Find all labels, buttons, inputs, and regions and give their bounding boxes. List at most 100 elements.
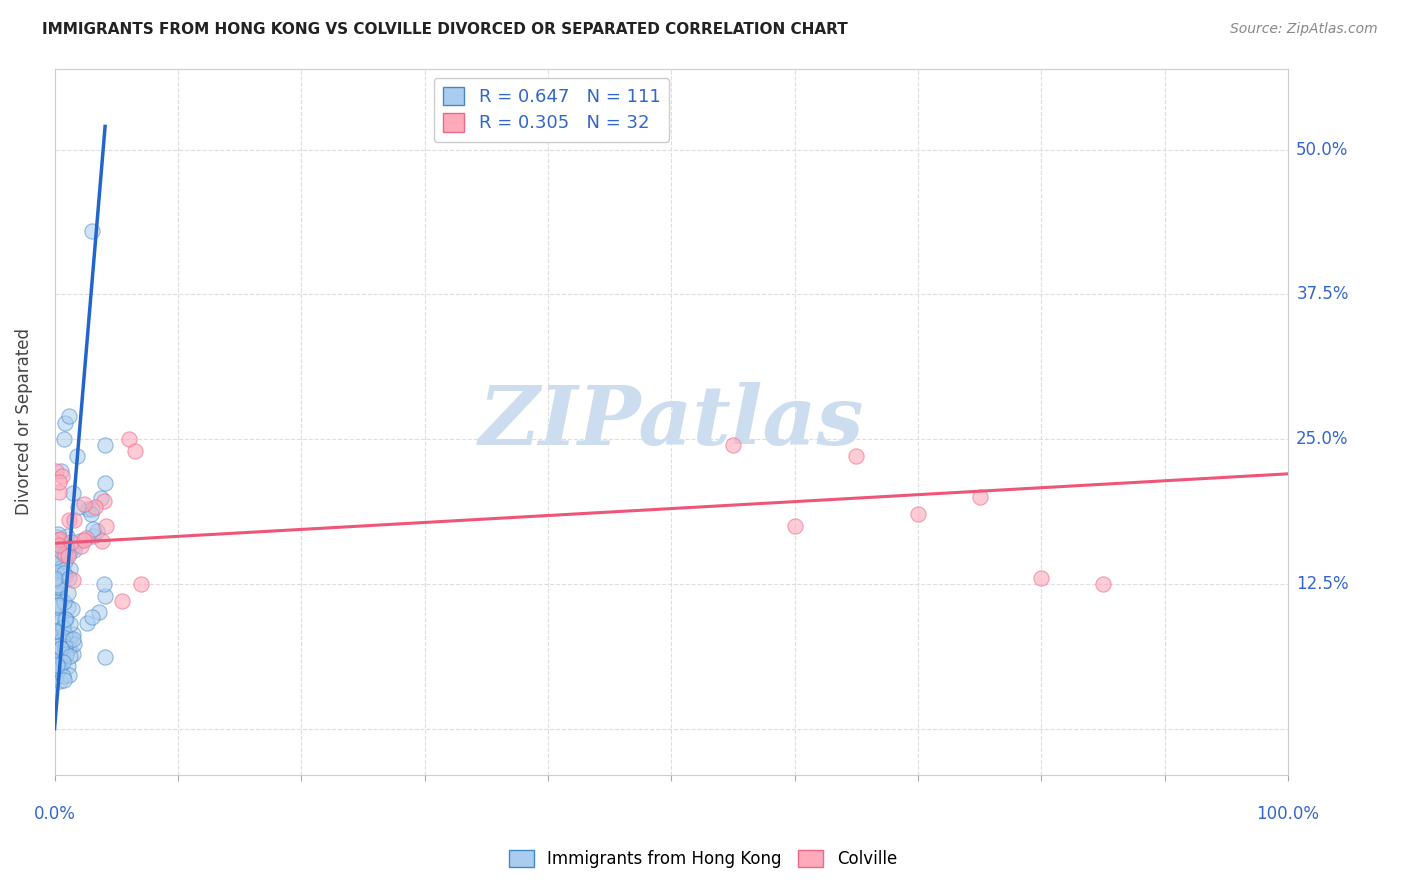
- Point: [53, 639, 76, 653]
- Point: [62, 647, 84, 661]
- Point: [90, 533, 112, 548]
- Point: [49, 532, 72, 546]
- Point: [82, 522, 104, 536]
- Point: [45, 583, 67, 598]
- Point: [49, 560, 72, 574]
- Point: [721, 438, 744, 452]
- Point: [46, 580, 69, 594]
- Point: [49, 554, 72, 568]
- Point: [48, 539, 70, 553]
- Point: [44, 624, 66, 638]
- Point: [45, 464, 67, 478]
- Point: [51, 632, 73, 647]
- Point: [58, 561, 80, 575]
- Point: [55, 627, 77, 641]
- Point: [46, 533, 69, 548]
- Point: [51, 669, 73, 683]
- Point: [53, 554, 76, 568]
- Point: [49, 544, 72, 558]
- Point: [66, 449, 89, 463]
- Point: [45, 554, 67, 568]
- Point: [49, 674, 72, 689]
- Point: [45, 664, 67, 678]
- Point: [62, 573, 84, 587]
- Text: 100.0%: 100.0%: [1257, 805, 1319, 823]
- Point: [45, 611, 67, 625]
- Point: [82, 529, 104, 543]
- Point: [49, 594, 72, 608]
- Text: Source: ZipAtlas.com: Source: ZipAtlas.com: [1230, 22, 1378, 37]
- Point: [46, 624, 69, 639]
- Point: [80, 502, 103, 516]
- Point: [59, 632, 82, 646]
- Point: [69, 540, 91, 554]
- Point: [77, 501, 100, 516]
- Point: [46, 541, 69, 555]
- Point: [46, 578, 69, 592]
- Point: [49, 464, 72, 478]
- Point: [51, 574, 73, 588]
- Point: [53, 612, 76, 626]
- Point: [52, 620, 75, 634]
- Point: [46, 639, 69, 653]
- Point: [49, 533, 72, 548]
- Point: [117, 432, 139, 446]
- Point: [46, 580, 69, 594]
- Point: [49, 657, 72, 672]
- Point: [53, 673, 76, 687]
- Point: [60, 541, 83, 555]
- Point: [56, 586, 79, 600]
- Point: [48, 484, 70, 499]
- Point: [46, 598, 69, 612]
- Point: [62, 632, 84, 647]
- Point: [63, 637, 86, 651]
- Point: [63, 513, 86, 527]
- Point: [59, 535, 82, 549]
- Point: [48, 475, 70, 490]
- Point: [111, 594, 134, 608]
- Point: [52, 655, 75, 669]
- Point: [45, 630, 67, 644]
- Point: [59, 617, 82, 632]
- Point: [53, 548, 76, 562]
- Point: [56, 600, 79, 615]
- Point: [94, 438, 117, 452]
- Point: [58, 409, 80, 423]
- Point: [58, 571, 80, 585]
- Point: [58, 546, 80, 560]
- Text: ZIPatlas: ZIPatlas: [478, 382, 863, 462]
- Point: [46, 641, 69, 656]
- Point: [66, 500, 89, 515]
- Text: 12.5%: 12.5%: [1296, 574, 1348, 593]
- Point: [73, 498, 96, 512]
- Point: [45, 530, 67, 544]
- Point: [94, 650, 117, 665]
- Point: [73, 533, 96, 547]
- Point: [93, 494, 115, 508]
- Point: [44, 597, 66, 611]
- Point: [53, 416, 76, 430]
- Point: [82, 610, 104, 624]
- Point: [58, 658, 80, 673]
- Point: [51, 633, 73, 648]
- Point: [55, 541, 77, 556]
- Point: [45, 640, 67, 655]
- Point: [45, 638, 67, 652]
- Point: [58, 549, 80, 564]
- Point: [63, 543, 86, 558]
- Point: [60, 601, 83, 615]
- Legend: R = 0.647   N = 111, R = 0.305   N = 32: R = 0.647 N = 111, R = 0.305 N = 32: [433, 78, 669, 142]
- Point: [48, 544, 70, 558]
- Point: [45, 599, 67, 613]
- Point: [46, 653, 69, 667]
- Point: [46, 658, 69, 673]
- Point: [84, 500, 107, 515]
- Point: [48, 580, 70, 594]
- Point: [86, 524, 108, 538]
- Point: [44, 552, 66, 566]
- Point: [53, 432, 76, 446]
- Point: [89, 605, 111, 619]
- Point: [76, 615, 98, 630]
- Point: [58, 667, 80, 681]
- Point: [80, 224, 103, 238]
